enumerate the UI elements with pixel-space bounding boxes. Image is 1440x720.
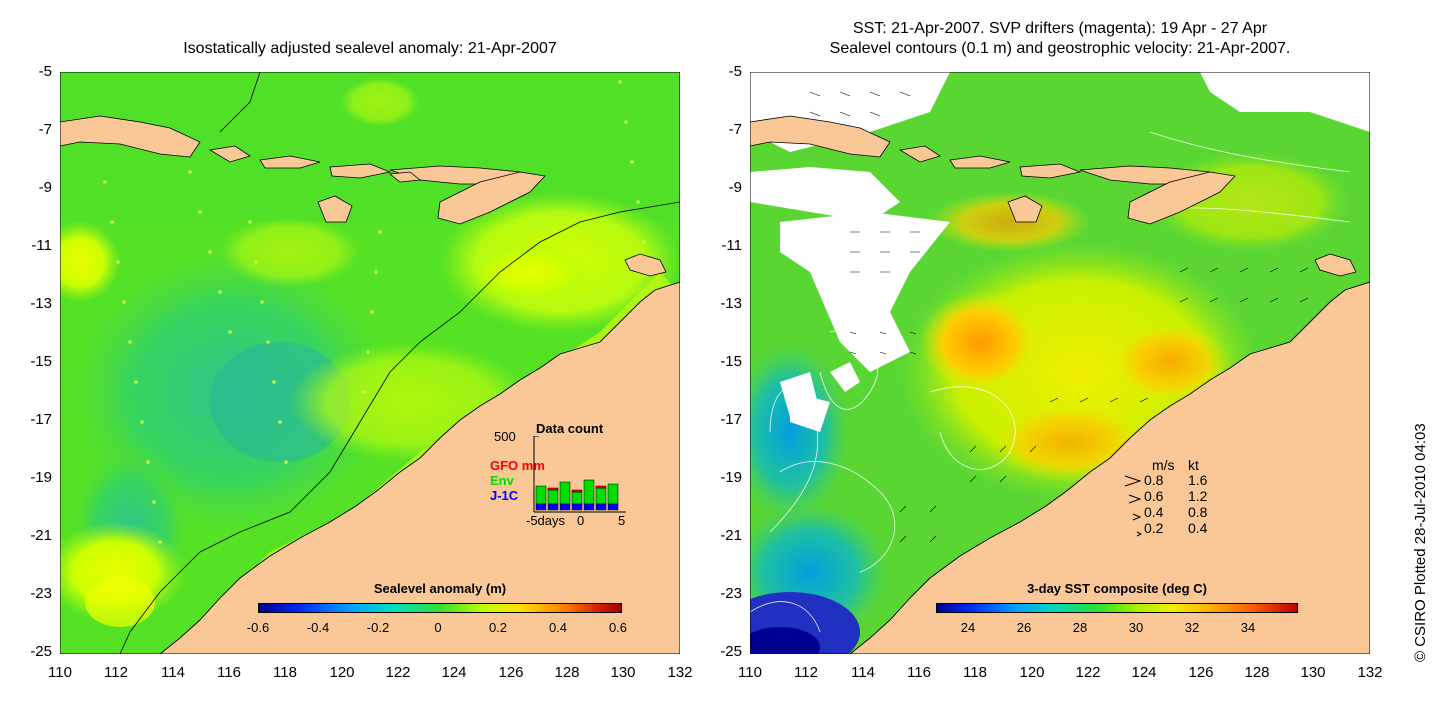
left-panel-title: Isostatically adjusted sealevel anomaly:…: [183, 40, 557, 57]
right-x-tick: 120: [1019, 664, 1045, 681]
right-y-tick: -23: [720, 585, 742, 602]
inset-title: Data count: [536, 421, 604, 436]
right-y-tick: -15: [720, 353, 742, 370]
left-y-tick: -15: [30, 353, 52, 370]
right-y-tick: -17: [720, 411, 742, 428]
right-x-tick: 116: [907, 664, 931, 681]
inset-xlabel-right: 5: [618, 513, 626, 528]
velocity-arrow-icon: [1132, 508, 1142, 521]
right-x-tick: 132: [1357, 664, 1383, 681]
sealevel-anomaly-colorbar: [258, 603, 622, 613]
left-x-tick: 130: [610, 664, 636, 681]
data-count-inset-chart: [532, 435, 628, 514]
left-colorbar-tick: 0.6: [608, 620, 628, 635]
left-x-tick: 132: [667, 664, 693, 681]
right-colorbar-title: 3-day SST composite (deg C): [1027, 581, 1207, 596]
right-x-tick: 126: [1188, 664, 1214, 681]
right-panel-title-line1: SST: 21-Apr-2007. SVP drifters (magenta)…: [852, 20, 1268, 37]
right-y-tick: -25: [720, 643, 742, 660]
right-y-tick: -19: [720, 469, 742, 486]
left-x-tick: 116: [217, 664, 241, 681]
right-colorbar-tick: 34: [1240, 620, 1256, 635]
velocity-legend-header-kt: kt: [1188, 457, 1199, 473]
right-x-tick: 122: [1075, 664, 1101, 681]
left-y-tick: -11: [31, 237, 52, 254]
inset-series-j1c: J-1C: [490, 488, 519, 503]
right-x-tick: 124: [1131, 664, 1157, 681]
left-x-tick: 124: [441, 664, 467, 681]
right-x-tick: 110: [738, 664, 762, 681]
velocity-legend-kt: 1.6: [1188, 472, 1208, 488]
velocity-legend-ms: 0.4: [1144, 504, 1164, 520]
velocity-legend-ms: 0.6: [1144, 488, 1164, 504]
sst-map: [750, 72, 1370, 654]
velocity-legend-kt: 0.4: [1188, 520, 1208, 536]
left-colorbar-tick: 0.2: [488, 620, 508, 635]
left-y-tick: -5: [38, 63, 52, 80]
left-y-tick: -7: [38, 121, 52, 138]
velocity-legend-kt: 1.2: [1188, 488, 1208, 504]
right-y-tick: -7: [728, 121, 742, 138]
left-y-tick: -23: [30, 585, 52, 602]
velocity-legend-kt: 0.8: [1188, 504, 1208, 520]
right-colorbar-tick: 30: [1128, 620, 1144, 635]
left-colorbar-tick: -0.6: [246, 620, 270, 635]
velocity-legend-ms: 0.8: [1144, 472, 1164, 488]
inset-xlabel-left: -5days: [526, 513, 566, 528]
velocity-legend-ms: 0.2: [1144, 520, 1164, 536]
right-y-tick: -13: [720, 295, 742, 312]
left-x-tick: 114: [161, 664, 185, 681]
left-y-tick: -9: [38, 179, 52, 196]
left-x-tick: 128: [554, 664, 580, 681]
sst-colorbar: [936, 603, 1298, 613]
right-colorbar-tick: 32: [1184, 620, 1200, 635]
left-x-tick: 126: [498, 664, 524, 681]
inset-series-gfo: GFO mm: [490, 458, 545, 473]
left-colorbar-tick: -0.2: [366, 620, 390, 635]
right-colorbar-tick: 26: [1016, 620, 1032, 635]
right-y-tick: -21: [720, 527, 742, 544]
right-y-tick: -9: [728, 179, 742, 196]
right-x-tick: 114: [851, 664, 875, 681]
inset-ymax-label: 500: [494, 429, 516, 444]
left-y-tick: -19: [30, 469, 52, 486]
left-y-tick: -21: [30, 527, 52, 544]
left-x-tick: 120: [329, 664, 355, 681]
right-x-tick: 112: [794, 664, 818, 681]
right-x-tick: 128: [1244, 664, 1270, 681]
left-y-tick: -17: [30, 411, 52, 428]
left-x-tick: 122: [385, 664, 411, 681]
right-x-tick: 118: [963, 664, 987, 681]
left-x-tick: 118: [273, 664, 297, 681]
left-colorbar-tick: 0.4: [548, 620, 568, 635]
right-y-tick: -11: [721, 237, 742, 254]
left-y-tick: -13: [30, 295, 52, 312]
velocity-legend-header-ms: m/s: [1152, 457, 1175, 473]
velocity-arrow-icon: [1128, 491, 1142, 504]
left-colorbar-tick: 0: [434, 620, 442, 635]
right-colorbar-tick: 28: [1072, 620, 1088, 635]
inset-series-env: Env: [490, 473, 514, 488]
sealevel-anomaly-map: [60, 72, 680, 654]
left-x-tick: 110: [48, 664, 72, 681]
left-x-tick: 112: [104, 664, 128, 681]
right-x-tick: 130: [1300, 664, 1326, 681]
left-y-tick: -25: [30, 643, 52, 660]
left-colorbar-tick: -0.4: [306, 620, 330, 635]
inset-xlabel-mid: 0: [577, 513, 585, 528]
velocity-arrow-icon: [1124, 474, 1142, 487]
right-panel-title-line2: Sealevel contours (0.1 m) and geostrophi…: [829, 40, 1291, 57]
left-colorbar-title: Sealevel anomaly (m): [373, 581, 507, 596]
copyright-credit: © CSIRO Plotted 28-Jul-2010 04:03: [1412, 423, 1429, 662]
right-y-tick: -5: [728, 63, 742, 80]
right-colorbar-tick: 24: [960, 620, 976, 635]
velocity-arrow-icon: [1136, 524, 1143, 537]
